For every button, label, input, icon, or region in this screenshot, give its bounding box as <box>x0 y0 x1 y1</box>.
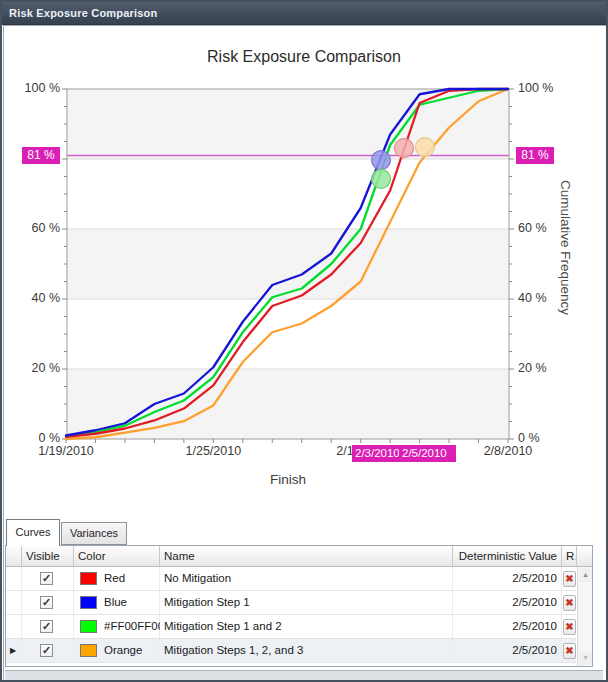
deterministic-value: 2/5/2010 <box>453 591 562 614</box>
curve-color-swatch[interactable] <box>80 596 97 609</box>
curve-name: Mitigation Step 1 and 2 <box>160 615 453 638</box>
scroll-up-arrow[interactable]: ▲ <box>579 568 592 582</box>
visible-checkbox[interactable]: ✓ <box>40 572 53 585</box>
column-header-color[interactable]: Color <box>74 546 160 566</box>
curves-table: VisibleColorNameDeterministic ValueR… ✓ R… <box>5 545 593 667</box>
y-tick-label-right: 20 % <box>518 361 547 375</box>
x-tick-label: 1/25/2010 <box>178 444 248 458</box>
cumulative-frequency-chart[interactable] <box>2 26 606 496</box>
visible-checkbox[interactable]: ✓ <box>40 620 53 633</box>
crosshair-date-label-1[interactable]: 2/3/2010 <box>352 445 399 462</box>
table-scrollbar[interactable]: ▲ ▼ <box>577 567 592 666</box>
deterministic-value: 2/5/2010 <box>453 567 562 590</box>
table-row[interactable]: ✓ BlueMitigation Step 12/5/2010✖ <box>6 591 576 615</box>
curve-name: No Mitigation <box>160 567 453 590</box>
y-tick-label-right: 0 % <box>518 431 540 445</box>
scroll-down-arrow[interactable]: ▼ <box>579 651 592 665</box>
y-tick-label-right: 40 % <box>518 291 547 305</box>
marker-mitigation-steps-1-2-and-3[interactable] <box>415 138 434 157</box>
x-axis-title: Finish <box>67 472 509 487</box>
curve-color-name: Blue <box>100 591 160 614</box>
remove-curve-button[interactable]: ✖ <box>563 595 576 611</box>
window-title: Risk Exposure Comparison <box>2 2 606 24</box>
curve-color-name: Orange <box>100 639 160 662</box>
column-header-name[interactable]: Name <box>160 546 453 566</box>
window-titlebar[interactable]: Risk Exposure Comparison <box>2 2 606 25</box>
tab-variances[interactable]: Variances <box>61 522 127 545</box>
y-tick-label-left: 40 % <box>16 291 60 305</box>
deterministic-value: 2/5/2010 <box>453 639 562 662</box>
curve-name: Mitigation Step 1 <box>160 591 453 614</box>
column-header-indicator[interactable] <box>6 546 22 566</box>
crosshair-date-label-2[interactable]: 2/5/2010 <box>399 445 456 462</box>
y-tick-label-left: 20 % <box>16 361 60 375</box>
percentile-badge-left[interactable]: 81 % <box>22 147 60 164</box>
marker-mitigation-step-1-and-2[interactable] <box>371 169 390 188</box>
curve-color-swatch[interactable] <box>80 572 97 585</box>
y-tick-label-right: 100 % <box>518 81 553 95</box>
remove-curve-button[interactable]: ✖ <box>563 643 576 659</box>
column-header-r-[interactable]: R… <box>562 546 577 566</box>
deterministic-value: 2/5/2010 <box>453 615 562 638</box>
curve-color-name: #FF00FF00 <box>100 615 160 638</box>
column-header-visible[interactable]: Visible <box>22 546 74 566</box>
table-header-row: VisibleColorNameDeterministic ValueR… <box>6 546 592 567</box>
table-row[interactable]: ✓ RedNo Mitigation2/5/2010✖ <box>6 567 576 591</box>
marker-no-mitigation[interactable] <box>394 139 413 158</box>
curve-color-swatch[interactable] <box>80 644 97 657</box>
visible-checkbox[interactable]: ✓ <box>40 596 53 609</box>
window-footer-strip <box>5 670 603 680</box>
tab-curves[interactable]: Curves <box>6 519 60 546</box>
y-tick-label-left: 100 % <box>16 81 60 95</box>
x-tick-label: 1/19/2010 <box>31 444 101 458</box>
x-tick-label: 2/8/2010 <box>473 444 543 458</box>
curve-color-name: Red <box>100 567 160 590</box>
percentile-badge-right[interactable]: 81 % <box>516 147 554 164</box>
table-row[interactable]: ✓ #FF00FF00Mitigation Step 1 and 22/5/201… <box>6 615 576 639</box>
remove-curve-button[interactable]: ✖ <box>563 571 576 587</box>
column-header-deterministic-value[interactable]: Deterministic Value <box>453 546 562 566</box>
y-tick-label-left: 60 % <box>16 221 60 235</box>
remove-curve-button[interactable]: ✖ <box>563 619 576 635</box>
marker-mitigation-step-1[interactable] <box>371 151 390 170</box>
y-axis-title: Cumulative Frequency <box>558 180 573 315</box>
table-row[interactable]: ▶✓OrangeMitigation Steps 1, 2, and 32/5/… <box>6 639 576 663</box>
visible-checkbox[interactable]: ✓ <box>40 644 53 657</box>
y-tick-label-right: 60 % <box>518 221 547 235</box>
risk-exposure-window: Risk Exposure Comparison Risk Exposure C… <box>0 0 608 682</box>
y-tick-label-left: 0 % <box>16 431 60 445</box>
curve-name: Mitigation Steps 1, 2, and 3 <box>160 639 453 662</box>
curve-color-swatch[interactable] <box>80 620 97 633</box>
